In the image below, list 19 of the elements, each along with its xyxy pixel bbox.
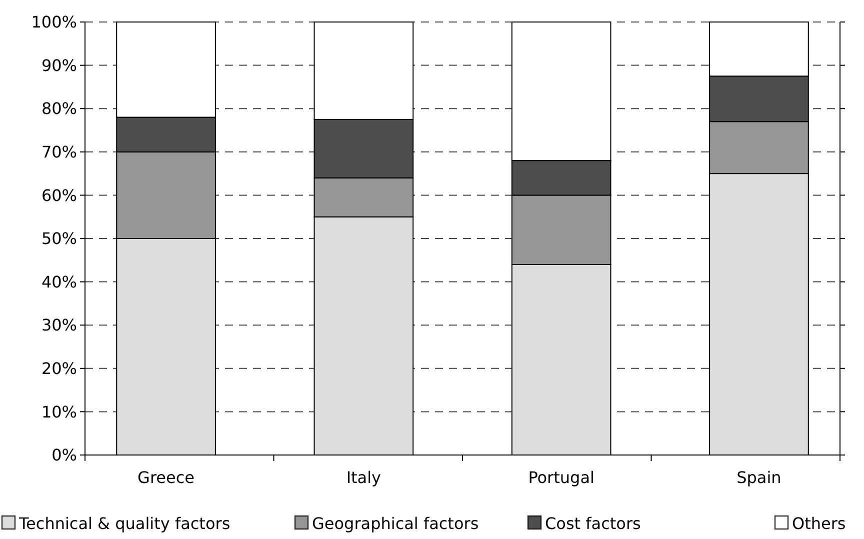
y-tick-label: 0%	[52, 446, 77, 465]
y-tick-label: 40%	[41, 272, 77, 292]
y-tick-label: 100%	[31, 12, 77, 32]
x-tick-label: Spain	[736, 468, 782, 487]
x-tick-label: Italy	[346, 468, 382, 487]
legend-label: Cost factors	[545, 514, 641, 533]
y-tick-label: 50%	[41, 229, 77, 248]
legend-label: Geographical factors	[312, 514, 479, 533]
y-tick-label: 70%	[41, 142, 77, 162]
y-tick-label: 30%	[41, 316, 77, 335]
x-tick-label: Greece	[138, 468, 195, 487]
y-tick-label: 90%	[41, 56, 77, 75]
y-tick-label: 10%	[41, 402, 77, 422]
legend-label: Technical & quality factors	[18, 514, 230, 533]
y-tick-label: 20%	[41, 359, 77, 378]
y-tick-label: 80%	[41, 99, 77, 118]
legend-label: Others	[792, 514, 846, 533]
y-tick-label: 60%	[41, 186, 77, 205]
x-tick-label: Portugal	[528, 468, 594, 487]
